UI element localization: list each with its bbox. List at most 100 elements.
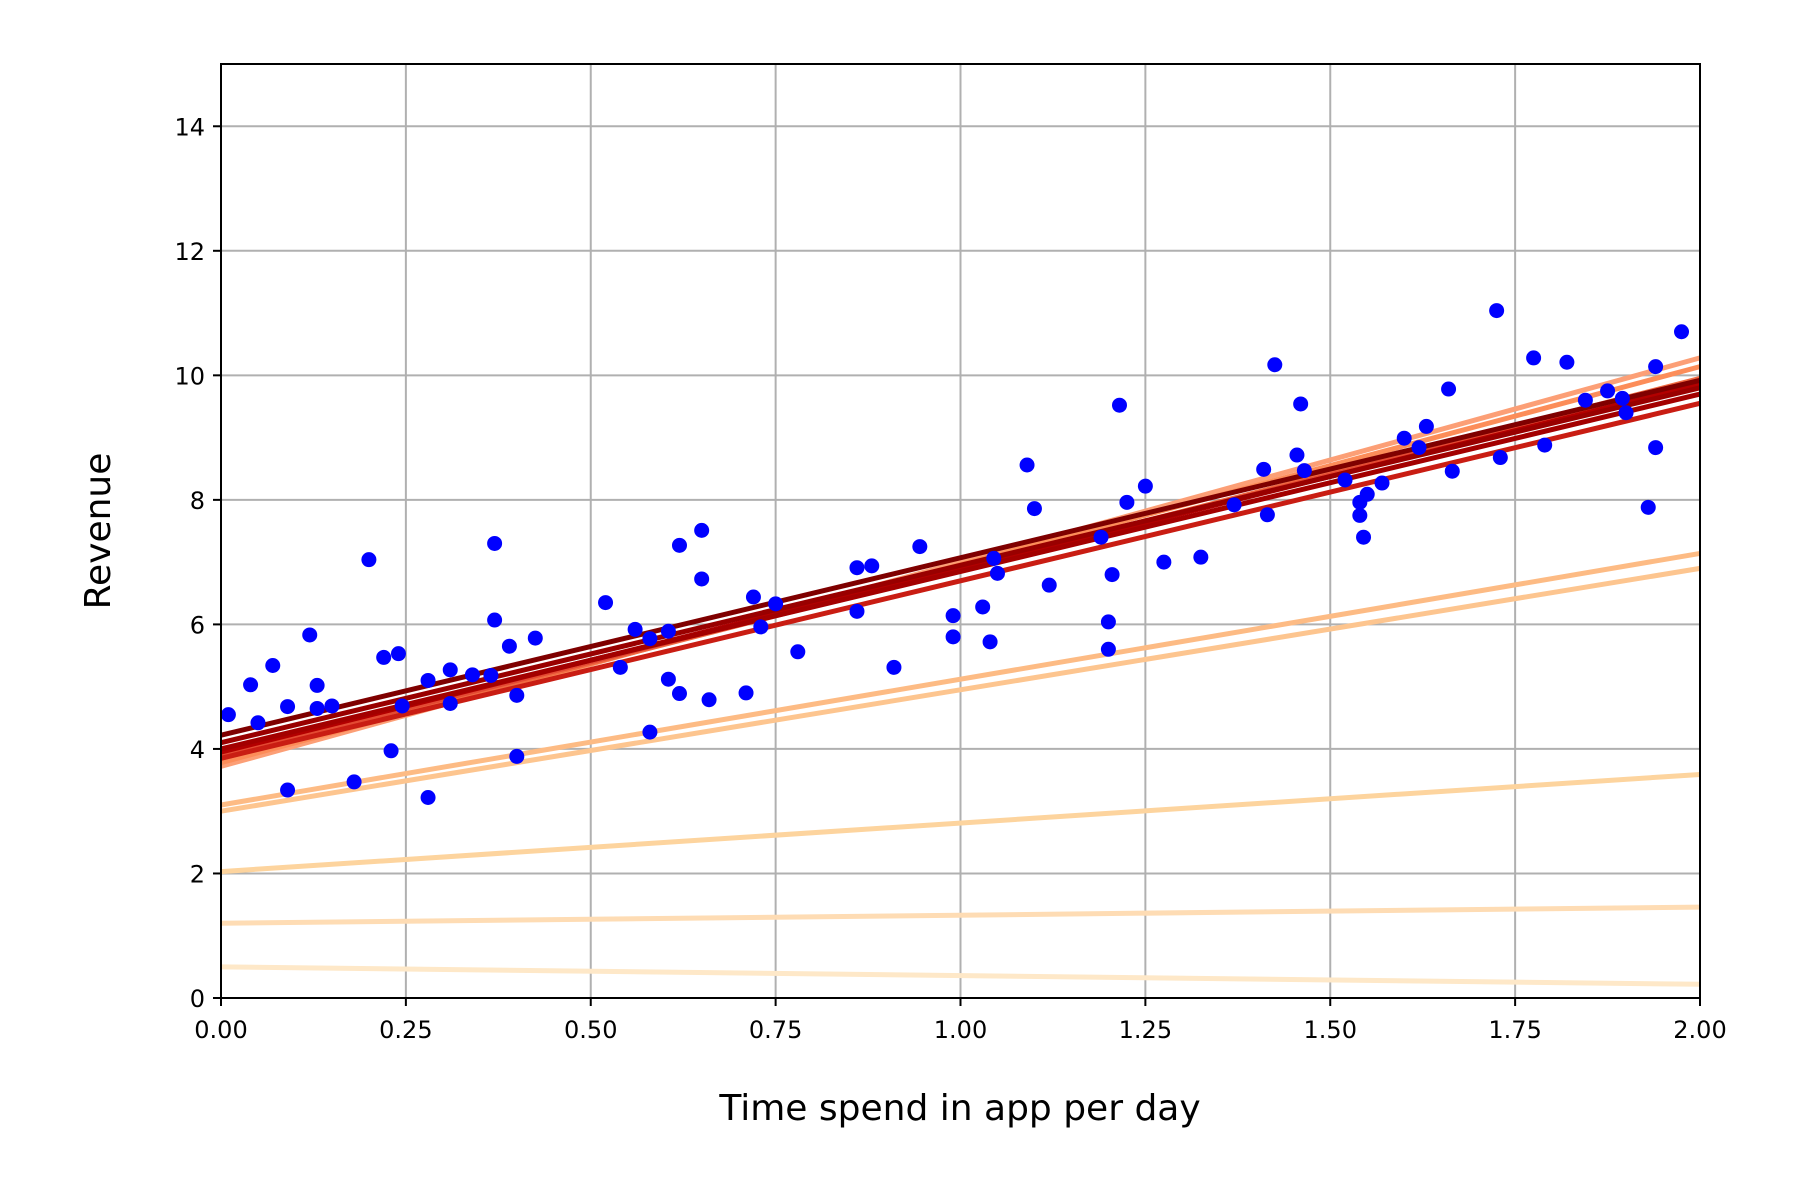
- x-tick-label: 1.25: [1119, 1016, 1172, 1044]
- data-point: [324, 698, 340, 714]
- data-point: [849, 603, 865, 619]
- data-point: [1100, 614, 1116, 630]
- data-point: [694, 571, 710, 587]
- data-point: [1156, 554, 1172, 570]
- data-point: [1396, 430, 1412, 446]
- data-point: [442, 695, 458, 711]
- data-point: [390, 646, 406, 662]
- fit-line: [220, 400, 1701, 761]
- data-point: [1289, 447, 1305, 463]
- data-point: [1256, 461, 1272, 477]
- data-point: [1418, 418, 1434, 434]
- data-point: [527, 630, 543, 646]
- fit-line: [220, 904, 1701, 926]
- data-point: [464, 667, 480, 683]
- data-point: [1267, 357, 1283, 373]
- y-tick-label: 8: [190, 487, 205, 515]
- x-tick-label: 1.50: [1304, 1016, 1357, 1044]
- data-point: [660, 671, 676, 687]
- data-point: [1374, 475, 1390, 491]
- x-tick-label: 0.50: [564, 1016, 617, 1044]
- data-point: [1041, 577, 1057, 593]
- data-point: [642, 631, 658, 647]
- data-point: [768, 596, 784, 612]
- data-points: [220, 303, 1690, 806]
- data-point: [220, 707, 236, 723]
- data-point: [1193, 549, 1209, 565]
- y-tick-label: 10: [174, 362, 205, 390]
- data-point: [309, 677, 325, 693]
- data-point: [302, 627, 318, 643]
- data-point: [1111, 397, 1127, 413]
- y-tick-label: 6: [190, 611, 205, 639]
- x-tick-label: 2.00: [1673, 1016, 1726, 1044]
- data-point: [1577, 392, 1593, 408]
- data-point: [1444, 463, 1460, 479]
- data-point: [1359, 486, 1375, 502]
- x-tick-label: 1.75: [1488, 1016, 1541, 1044]
- x-tick-label: 0.25: [379, 1016, 432, 1044]
- data-point: [483, 667, 499, 683]
- data-point: [1119, 494, 1135, 510]
- data-point: [376, 649, 392, 665]
- data-point: [886, 659, 902, 675]
- data-point: [660, 623, 676, 639]
- data-point: [280, 782, 296, 798]
- data-point: [509, 687, 525, 703]
- data-point: [671, 537, 687, 553]
- y-tick-label: 2: [190, 860, 205, 888]
- data-point: [1356, 529, 1372, 545]
- data-point: [1489, 303, 1505, 319]
- data-point: [1618, 405, 1634, 421]
- data-point: [1526, 350, 1542, 366]
- grid: [220, 64, 1701, 999]
- data-point: [1026, 501, 1042, 517]
- data-point: [265, 657, 281, 673]
- data-point: [1614, 390, 1630, 406]
- data-point: [945, 608, 961, 624]
- data-point: [1137, 478, 1153, 494]
- data-point: [989, 565, 1005, 581]
- data-point: [627, 621, 643, 637]
- data-point: [753, 619, 769, 635]
- fit-line: [220, 391, 1701, 752]
- data-point: [671, 686, 687, 702]
- data-point: [1226, 497, 1242, 513]
- data-point: [982, 634, 998, 650]
- data-point: [1411, 440, 1427, 456]
- x-tick-label: 0.00: [194, 1016, 247, 1044]
- data-point: [1640, 499, 1656, 515]
- fit-line: [220, 550, 1701, 808]
- y-axis-title: Revenue: [78, 453, 119, 610]
- fit-line: [220, 565, 1701, 814]
- data-point: [1337, 472, 1353, 488]
- data-point: [1441, 381, 1457, 397]
- data-point: [1674, 324, 1690, 340]
- data-point: [694, 522, 710, 538]
- data-point: [487, 612, 503, 628]
- data-point: [243, 677, 259, 693]
- data-point: [701, 692, 717, 708]
- data-point: [1293, 396, 1309, 412]
- data-point: [849, 560, 865, 576]
- data-point: [487, 535, 503, 551]
- y-tick-label: 0: [190, 985, 205, 1013]
- fit-line: [220, 771, 1701, 875]
- data-point: [745, 589, 761, 605]
- data-point: [1648, 440, 1664, 456]
- data-point: [280, 699, 296, 715]
- data-point: [394, 698, 410, 714]
- data-point: [1104, 567, 1120, 583]
- data-point: [361, 552, 377, 568]
- data-point: [945, 629, 961, 645]
- y-tick-label: 12: [174, 238, 205, 266]
- data-point: [790, 644, 806, 660]
- data-point: [1019, 457, 1035, 473]
- data-point: [1093, 529, 1109, 545]
- data-point: [250, 715, 266, 731]
- data-point: [509, 748, 525, 764]
- data-point: [346, 774, 362, 790]
- data-point: [1492, 450, 1508, 466]
- y-tick-label: 4: [190, 736, 205, 764]
